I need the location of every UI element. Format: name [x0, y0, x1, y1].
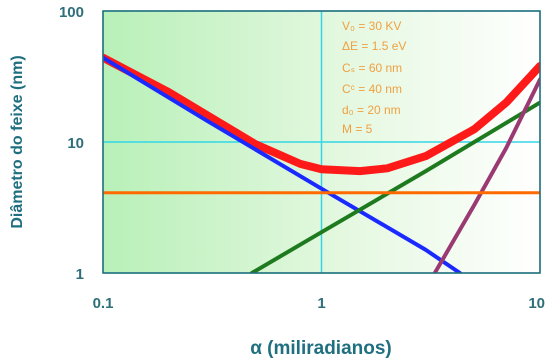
x-tick-label-2: 10 [528, 295, 545, 312]
param-energy-spread: ΔE = 1.5 eV [342, 39, 406, 53]
param-magnification: M = 5 [342, 122, 373, 136]
series-layer [103, 53, 540, 273]
x-axis-title: α (miliradianos) [250, 338, 392, 359]
y-tick-label-0: 1 [76, 266, 84, 283]
parameter-box: V₀ = 30 KV ΔE = 1.5 eV Cₛ = 60 nm Cᶜ = 4… [342, 19, 406, 136]
y-tick-label-2: 100 [59, 4, 84, 21]
param-d0: d₀ = 20 nm [342, 103, 401, 117]
param-cc: Cᶜ = 40 nm [342, 82, 402, 96]
param-cs: Cₛ = 60 nm [342, 61, 402, 75]
x-tick-label-1: 1 [317, 295, 325, 312]
param-voltage: V₀ = 30 KV [342, 19, 401, 33]
y-tick-labels: 1 10 100 [59, 4, 84, 283]
series-line-2 [249, 100, 540, 273]
series-line-1 [103, 55, 462, 273]
y-tick-label-1: 10 [67, 135, 84, 152]
x-tick-label-0: 0.1 [93, 295, 114, 312]
series-line-0 [103, 53, 540, 176]
y-axis-title: Diâmetro do feixe (nm) [9, 55, 26, 228]
plot-frame [102, 10, 541, 274]
series-line-3 [432, 77, 540, 273]
x-tick-labels: 0.1 1 10 [93, 295, 545, 312]
